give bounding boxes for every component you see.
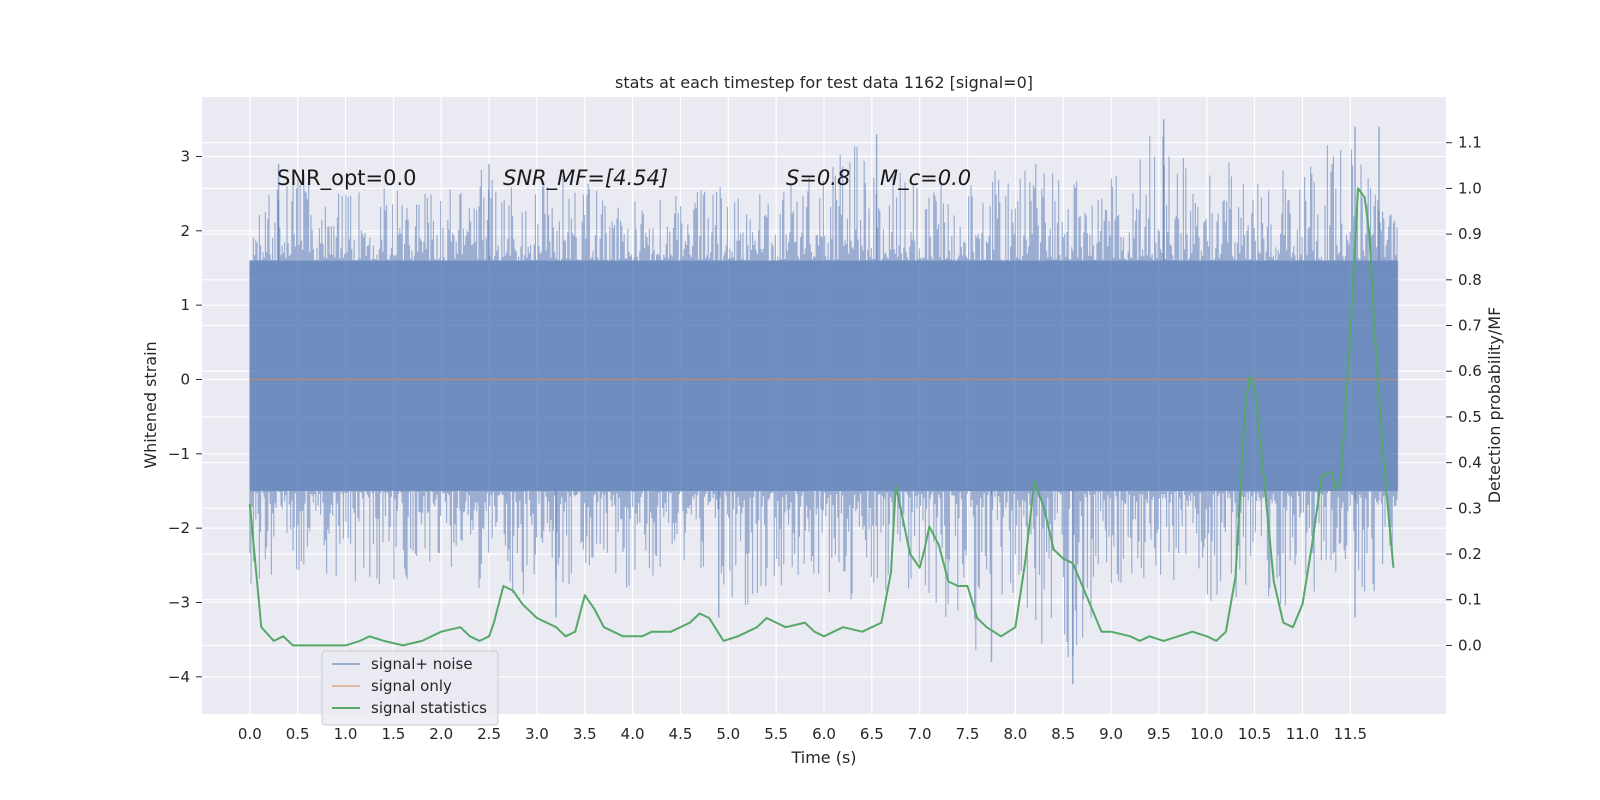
x-tick-label: 8.0 <box>1003 725 1027 743</box>
y2-tick-label: 0.7 <box>1458 317 1482 335</box>
x-tick-label: 2.5 <box>477 725 501 743</box>
y2-tick-label: 0.1 <box>1458 591 1482 609</box>
x-tick-label: 10.5 <box>1238 725 1271 743</box>
y2-tick-label: 0.0 <box>1458 636 1482 654</box>
x-tick-label: 0.5 <box>286 725 310 743</box>
x-tick-label: 11.5 <box>1334 725 1367 743</box>
x-tick-label: 11.0 <box>1286 725 1319 743</box>
series-signal-noise <box>249 119 1399 685</box>
y2-axis-label: Detection probability/MF <box>1485 307 1504 504</box>
annotation-snr-mf-text: SNR_MF=[4.54] <box>503 166 668 191</box>
x-tick-label: 4.0 <box>621 725 645 743</box>
x-tick-label: 6.0 <box>812 725 836 743</box>
y-tick-label: −3 <box>168 593 190 611</box>
y2-tick-label: 0.4 <box>1458 454 1482 472</box>
signal-statistics-line <box>248 187 1395 647</box>
x-tick-label: 5.5 <box>764 725 788 743</box>
annotation-snr-mf: SNR_MF=[4.54] <box>503 166 668 191</box>
y-tick-label: −1 <box>168 445 190 463</box>
x-tick-label: 7.5 <box>956 725 980 743</box>
x-tick-label: 9.0 <box>1099 725 1123 743</box>
x-tick-label: 1.5 <box>381 725 405 743</box>
y2-tick-label: 0.2 <box>1458 545 1482 563</box>
x-tick-label: 6.5 <box>860 725 884 743</box>
y-axis-label: Whitened strain <box>141 341 160 468</box>
y-tick-label: 0 <box>180 370 190 388</box>
x-tick-label: 7.0 <box>908 725 932 743</box>
x-tick-label: 2.0 <box>429 725 453 743</box>
y-tick-label: −4 <box>168 668 190 686</box>
series-signal-statistics <box>248 187 1395 647</box>
legend-label-signal: signal only <box>371 677 452 695</box>
x-tick-label: 10.0 <box>1190 725 1223 743</box>
x-axis-label: Time (s) <box>790 748 856 767</box>
x-tick-label: 0.0 <box>238 725 262 743</box>
y-tick-label: −2 <box>168 519 190 537</box>
y2-tick-label: 0.5 <box>1458 408 1482 426</box>
x-tick-label: 9.5 <box>1147 725 1171 743</box>
chart-title: stats at each timestep for test data 116… <box>615 73 1033 92</box>
x-tick-label: 4.5 <box>669 725 693 743</box>
y2-tick-label: 0.6 <box>1458 362 1482 380</box>
y2-tick-label: 1.0 <box>1458 179 1482 197</box>
y2-tick-label: 0.8 <box>1458 271 1482 289</box>
y-tick-label: 1 <box>180 296 190 314</box>
y2-tick-label: 0.3 <box>1458 499 1482 517</box>
y2-tick-label: 1.1 <box>1458 134 1482 152</box>
annotation-mc: M_c=0.0 <box>880 166 971 191</box>
y2-tick-label: 0.9 <box>1458 225 1482 243</box>
x-tick-label: 3.5 <box>573 725 597 743</box>
x-tick-label: 1.0 <box>334 725 358 743</box>
x-tick-label: 8.5 <box>1051 725 1075 743</box>
y-tick-label: 3 <box>180 147 190 165</box>
legend-label-statistics: signal statistics <box>371 699 487 717</box>
legend-label-noise: signal+ noise <box>371 655 473 673</box>
y-tick-label: 2 <box>180 222 190 240</box>
x-tick-label: 3.0 <box>525 725 549 743</box>
annotation-s: S=0.8 <box>786 166 850 190</box>
noise-trace <box>249 136 1398 658</box>
tick-labels: 0.0 0.5 1.0 1.5 2.0 2.5 3.0 3.5 4.0 4.5 5.0 5.5 6.0 6… <box>168 134 1482 743</box>
x-tick-label: 5.0 <box>716 725 740 743</box>
annotation-snr-opt: SNR_opt=0.0 <box>277 166 417 191</box>
legend-box <box>321 650 499 726</box>
annotations: SNR_opt=0.0 SNR_MF=[4.54] S=0.8 M_c=0.0 <box>277 166 971 191</box>
legend: signal+ noise signal only signal statist… <box>321 650 499 726</box>
